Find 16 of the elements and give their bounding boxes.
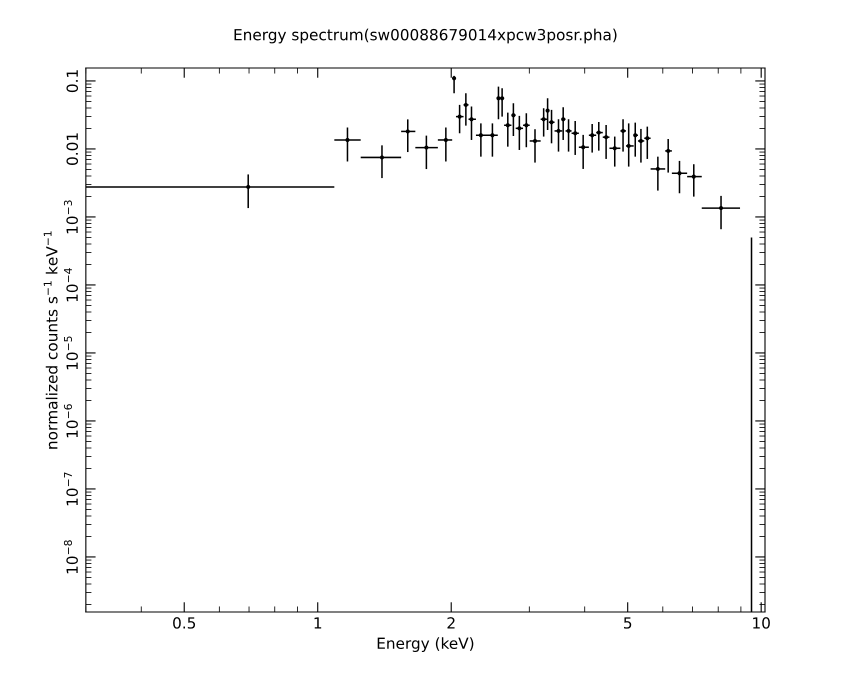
x-tick-label: 2 [447,617,455,628]
y-axis-title: normalized counts s$^{−1}$ keV$^{−1}$ [44,231,58,449]
y-tick-label: 10$^{−3}$ [64,200,78,234]
y-tick-label: 10$^{−5}$ [64,336,78,370]
x-tick-label: 0.5 [173,617,196,629]
y-tick-label: 10$^{−6}$ [64,404,78,438]
x-tick-label: 5 [624,617,632,629]
x-axis-title: Energy (keV) [378,637,474,652]
x-tick-label: 10 [753,617,770,629]
y-tick-label: 10$^{−8}$ [64,540,78,574]
chart-title: Energy spectrum(sw00088679014xpcw3posr.pha) [234,28,616,44]
y-tick-label: 0.01 [66,133,78,165]
y-tick-label: 10$^{−7}$ [64,472,78,506]
x-tick-label: 1 [314,617,322,628]
y-tick-label: 10$^{−4}$ [64,268,78,302]
y-tick-label: 0.1 [66,70,78,92]
